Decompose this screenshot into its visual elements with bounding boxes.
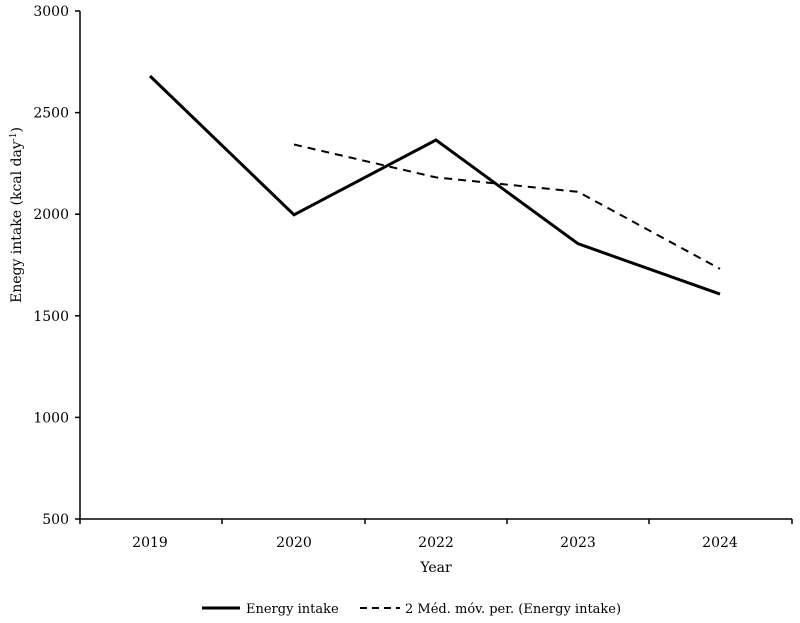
x-axis-title: Year xyxy=(419,560,452,576)
series-layer xyxy=(148,74,721,296)
y-axis-title-superscript: -1 xyxy=(9,132,19,141)
series-line-moving-average xyxy=(293,143,721,270)
x-tick-label: 2020 xyxy=(276,535,312,551)
y-tick-label: 1500 xyxy=(33,309,69,325)
legend: Energy intake 2 Méd. móv. per. (Energy i… xyxy=(202,602,621,617)
y-axis: 500 1000 1500 2000 2500 3000 xyxy=(33,4,81,528)
x-tick-label: 2023 xyxy=(560,535,596,551)
y-axis-title-main: Enegy intake (kcal day xyxy=(9,141,25,303)
x-axis: 2019 2020 2022 2023 2024 xyxy=(79,518,793,551)
x-tick-label: 2024 xyxy=(702,535,738,551)
y-tick-label: 1000 xyxy=(33,410,69,426)
y-tick-label: 2500 xyxy=(33,106,69,122)
x-tick-label: 2019 xyxy=(132,535,168,551)
series-line-energy-intake xyxy=(148,74,721,296)
y-tick-label: 500 xyxy=(42,512,69,528)
y-axis-title-suffix: ) xyxy=(9,127,25,132)
y-tick-label: 2000 xyxy=(33,207,69,223)
legend-label-energy-intake: Energy intake xyxy=(246,602,339,617)
y-tick-label: 3000 xyxy=(33,4,69,20)
legend-label-moving-average: 2 Méd. móv. per. (Energy intake) xyxy=(405,602,621,617)
y-axis-title: Enegy intake (kcal day-1) xyxy=(9,127,25,303)
x-tick-label: 2022 xyxy=(418,535,454,551)
